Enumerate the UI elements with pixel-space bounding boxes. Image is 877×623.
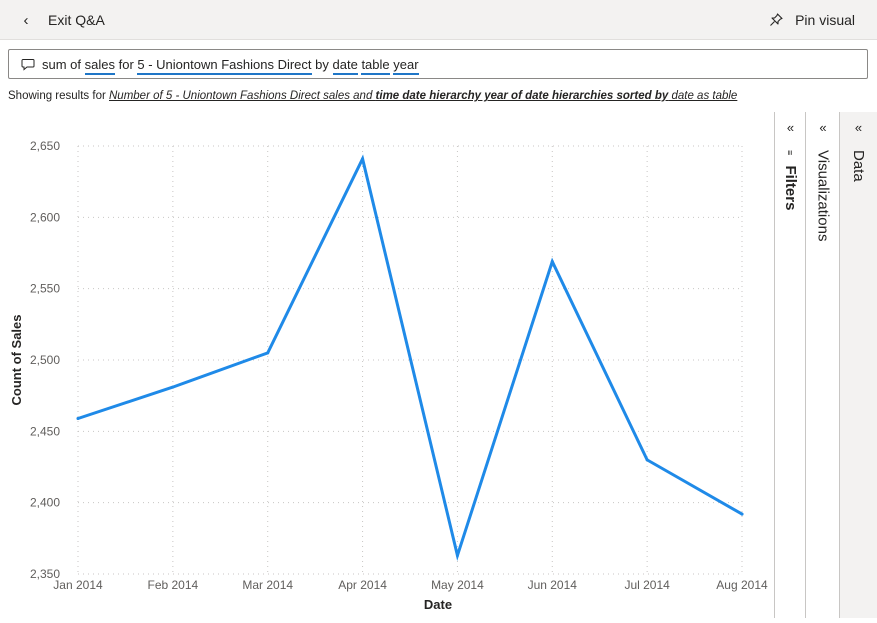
pin-visual-button[interactable]: Pin visual xyxy=(769,8,855,32)
x-tick-label: Apr 2014 xyxy=(338,578,387,592)
filters-pane-title: ≡ Filters xyxy=(782,150,799,210)
chat-icon xyxy=(21,58,35,71)
y-axis-title: Count of Sales xyxy=(9,314,24,405)
visualizations-label: Visualizations xyxy=(814,150,832,242)
top-bar: ‹ Exit Q&A Pin visual xyxy=(0,0,877,40)
line-chart[interactable]: 2,350 2,400 2,450 2,500 2,550 2,600 2,650 Jan 2… xyxy=(0,112,775,618)
x-tick-label: May 2014 xyxy=(431,578,484,592)
qa-term-token[interactable]: date xyxy=(332,56,358,75)
qa-term-token[interactable]: year xyxy=(393,56,419,75)
y-tick-label: 2,650 xyxy=(30,139,60,153)
y-tick-label: 2,350 xyxy=(30,567,60,581)
data-point xyxy=(455,553,459,557)
results-part-3: date as table xyxy=(668,90,738,102)
results-part-1: Number of 5 - Uniontown Fashions Direct … xyxy=(109,90,376,102)
qa-text-token: sum of xyxy=(42,56,85,72)
data-collapse-icon[interactable]: « xyxy=(854,120,863,135)
x-tick-label: Aug 2014 xyxy=(716,578,768,592)
showing-results-text: Showing results for Number of 5 - Uniont… xyxy=(8,90,737,102)
data-point xyxy=(550,260,554,264)
qa-term-token[interactable]: sales xyxy=(84,56,115,75)
series-line xyxy=(76,154,744,562)
x-tick-label: Jul 2014 xyxy=(624,578,670,592)
exit-qa-button[interactable]: ‹ Exit Q&A xyxy=(14,8,105,32)
qa-text-token: for xyxy=(114,56,138,72)
qa-question-text: sum of sales for 5 - Uniontown Fashions … xyxy=(42,56,419,75)
filters-collapse-icon[interactable]: « xyxy=(786,120,795,135)
visualizations-pane[interactable]: « Visualizations xyxy=(805,112,840,618)
visualizations-collapse-icon[interactable]: « xyxy=(819,120,827,135)
line-chart-svg: 2,350 2,400 2,450 2,500 2,550 2,600 2,650 Jan 2… xyxy=(9,139,768,612)
data-point xyxy=(76,416,80,420)
y-tick-label: 2,600 xyxy=(30,210,60,224)
y-tick-label: 2,500 xyxy=(30,353,60,367)
x-tick-label: Jun 2014 xyxy=(528,578,578,592)
y-tick-label: 2,550 xyxy=(30,282,60,296)
results-part-2: time date hierarchy year of date hierarc… xyxy=(375,90,669,102)
x-tick-label: Mar 2014 xyxy=(242,578,293,592)
data-pane[interactable]: « Data xyxy=(839,112,877,618)
y-tick-label: 2,450 xyxy=(30,424,60,438)
x-axis-title: Date xyxy=(424,597,452,612)
qa-term-token[interactable]: 5 - Uniontown Fashions Direct xyxy=(137,56,312,75)
data-point xyxy=(171,385,175,389)
data-point xyxy=(266,351,270,355)
results-prefix: Showing results for xyxy=(8,90,109,102)
filters-label: Filters xyxy=(782,165,799,211)
results-interpretation-link[interactable]: Number of 5 - Uniontown Fashions Direct … xyxy=(109,90,737,102)
data-label: Data xyxy=(850,150,867,182)
y-tick-label: 2,400 xyxy=(30,496,60,510)
funnel-icon: ≡ xyxy=(785,150,795,156)
qa-term-token[interactable]: table xyxy=(361,56,390,75)
filters-pane[interactable]: « ≡ Filters xyxy=(774,112,806,618)
chevron-left-icon: ‹ xyxy=(23,11,29,29)
data-point xyxy=(740,512,744,516)
qa-text-token: by xyxy=(311,56,333,72)
pin-icon xyxy=(770,13,783,26)
data-point xyxy=(645,458,649,462)
x-tick-label: Feb 2014 xyxy=(147,578,198,592)
x-tick-label: Jan 2014 xyxy=(53,578,103,592)
pin-visual-label: Pin visual xyxy=(795,12,855,28)
qa-question-input[interactable]: sum of sales for 5 - Uniontown Fashions … xyxy=(8,49,868,79)
exit-qa-label: Exit Q&A xyxy=(48,12,105,28)
data-point xyxy=(361,157,365,161)
